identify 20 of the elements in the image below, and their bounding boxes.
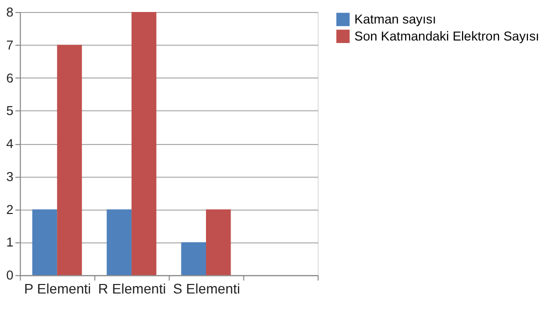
y-tick-label: 4 — [6, 136, 14, 152]
x-tick-label: S Elementi — [172, 280, 240, 296]
y-tick-label: 5 — [6, 103, 14, 118]
y-tick-label: 0 — [6, 268, 14, 283]
legend-label: Katman sayısı — [354, 11, 436, 26]
bar — [32, 209, 58, 276]
bar — [57, 44, 82, 276]
y-tick-label: 6 — [6, 70, 14, 86]
bar — [181, 242, 206, 276]
x-tick-label: R Elementi — [98, 280, 166, 296]
y-tick-label: 2 — [6, 202, 14, 217]
x-tick-label: P Elementi — [24, 280, 91, 296]
y-tick-label: 8 — [6, 4, 14, 20]
bar — [132, 12, 156, 276]
y-tick-label: 3 — [6, 168, 14, 184]
bar — [206, 209, 231, 276]
bar — [106, 209, 132, 276]
legend-label: Son Katmandaki Elektron Sayısı — [354, 28, 540, 44]
y-tick-label: 7 — [6, 37, 14, 52]
y-tick-label: 1 — [6, 234, 14, 250]
